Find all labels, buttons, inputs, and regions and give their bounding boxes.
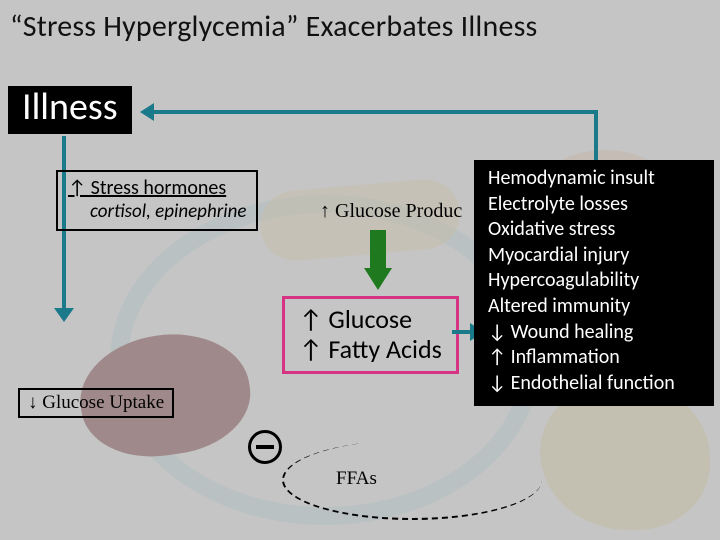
- effect-item: ↓ Endothelial function: [488, 371, 700, 397]
- effect-item: Hypercoagulability: [488, 268, 700, 294]
- effect-item: Altered immunity: [488, 294, 700, 320]
- effects-list: Hemodynamic insult Electrolyte losses Ox…: [474, 160, 714, 406]
- effect-item: Oxidative stress: [488, 217, 700, 243]
- slide-title: “Stress Hyperglycemia” Exacerbates Illne…: [10, 8, 537, 45]
- arrow-illness-down-head: [54, 308, 74, 322]
- glucose-production-label: ↑ Glucose Produc: [320, 200, 462, 223]
- illness-label: Illness: [8, 86, 132, 134]
- glucose-fatty-acids-box: ↑ Glucose ↑ Fatty Acids: [282, 296, 459, 374]
- arrow-green-stem: [370, 230, 386, 270]
- effect-item: Myocardial injury: [488, 243, 700, 269]
- ffas-label: FFAs: [336, 468, 377, 490]
- effect-item: Hemodynamic insult: [488, 166, 700, 192]
- fatty-acids-line: ↑ Fatty Acids: [299, 335, 442, 365]
- glucose-line: ↑ Glucose: [299, 305, 442, 335]
- arrow-green-head: [364, 268, 392, 290]
- arrow-feedback-into-effects: [594, 110, 598, 160]
- arrow-feedback-head-left: [140, 103, 154, 121]
- effect-item: Electrolyte losses: [488, 192, 700, 218]
- glucose-uptake-box: ↓ Glucose Uptake: [18, 388, 174, 418]
- stress-hormones-box: ↑ Stress hormones cortisol, epinephrine: [56, 170, 258, 231]
- stress-hormones-sub: cortisol, epinephrine: [68, 200, 246, 223]
- arrow-feedback-top: [150, 110, 598, 114]
- inhibition-icon: [248, 430, 282, 464]
- effect-item: ↓ Wound healing: [488, 320, 700, 346]
- stress-hormones-title: ↑ Stress hormones: [68, 176, 246, 200]
- effect-item: ↑ Inflammation: [488, 345, 700, 371]
- dashed-feedback-curve: [282, 440, 542, 520]
